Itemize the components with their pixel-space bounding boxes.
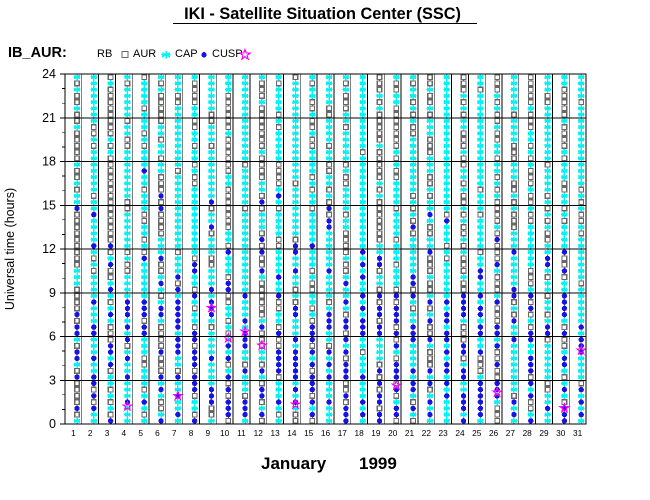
svg-text:25: 25 [472, 428, 482, 438]
svg-text:27: 27 [506, 428, 516, 438]
svg-text:3: 3 [105, 428, 110, 438]
svg-text:9: 9 [49, 286, 56, 300]
svg-text:CAP: CAP [175, 48, 198, 60]
svg-text:6: 6 [155, 428, 160, 438]
svg-text:23: 23 [439, 428, 449, 438]
svg-text:14: 14 [287, 428, 297, 438]
svg-text:12: 12 [254, 428, 264, 438]
svg-text:30: 30 [556, 428, 566, 438]
svg-text:4: 4 [122, 428, 127, 438]
svg-text:19: 19 [371, 428, 381, 438]
svg-text:7: 7 [172, 428, 177, 438]
svg-text:12: 12 [42, 242, 56, 256]
svg-text:21: 21 [42, 111, 56, 125]
svg-text:21: 21 [405, 428, 415, 438]
svg-text:RB: RB [97, 48, 112, 60]
svg-text:20: 20 [388, 428, 398, 438]
svg-text:31: 31 [573, 428, 583, 438]
svg-text:18: 18 [354, 428, 364, 438]
svg-text:2: 2 [88, 428, 93, 438]
svg-text:15: 15 [304, 428, 314, 438]
svg-text:13: 13 [270, 428, 280, 438]
svg-text:3: 3 [49, 373, 56, 387]
svg-text:22: 22 [422, 428, 432, 438]
svg-text:29: 29 [539, 428, 549, 438]
svg-text:AUR: AUR [133, 48, 156, 60]
svg-text:IKI - Satellite Situation Cent: IKI - Satellite Situation Center (SSC) [184, 5, 461, 23]
svg-text:26: 26 [489, 428, 499, 438]
svg-text:CUSP: CUSP [212, 48, 243, 60]
svg-text:5: 5 [138, 428, 143, 438]
svg-text:0: 0 [49, 417, 56, 431]
svg-text:January: January [261, 454, 327, 473]
svg-text:18: 18 [42, 155, 56, 169]
svg-text:1: 1 [71, 428, 76, 438]
svg-text:24: 24 [455, 428, 465, 438]
svg-text:IB_AUR:: IB_AUR: [8, 45, 67, 61]
svg-text:17: 17 [338, 428, 348, 438]
svg-text:Universal time (hours): Universal time (hours) [3, 188, 17, 310]
svg-text:9: 9 [206, 428, 211, 438]
svg-text:24: 24 [42, 67, 56, 81]
svg-text:8: 8 [189, 428, 194, 438]
svg-text:10: 10 [220, 428, 230, 438]
svg-text:1999: 1999 [359, 454, 397, 473]
svg-text:16: 16 [321, 428, 331, 438]
svg-text:28: 28 [523, 428, 533, 438]
svg-text:6: 6 [49, 330, 56, 344]
svg-text:15: 15 [42, 198, 56, 212]
svg-text:11: 11 [237, 428, 246, 438]
